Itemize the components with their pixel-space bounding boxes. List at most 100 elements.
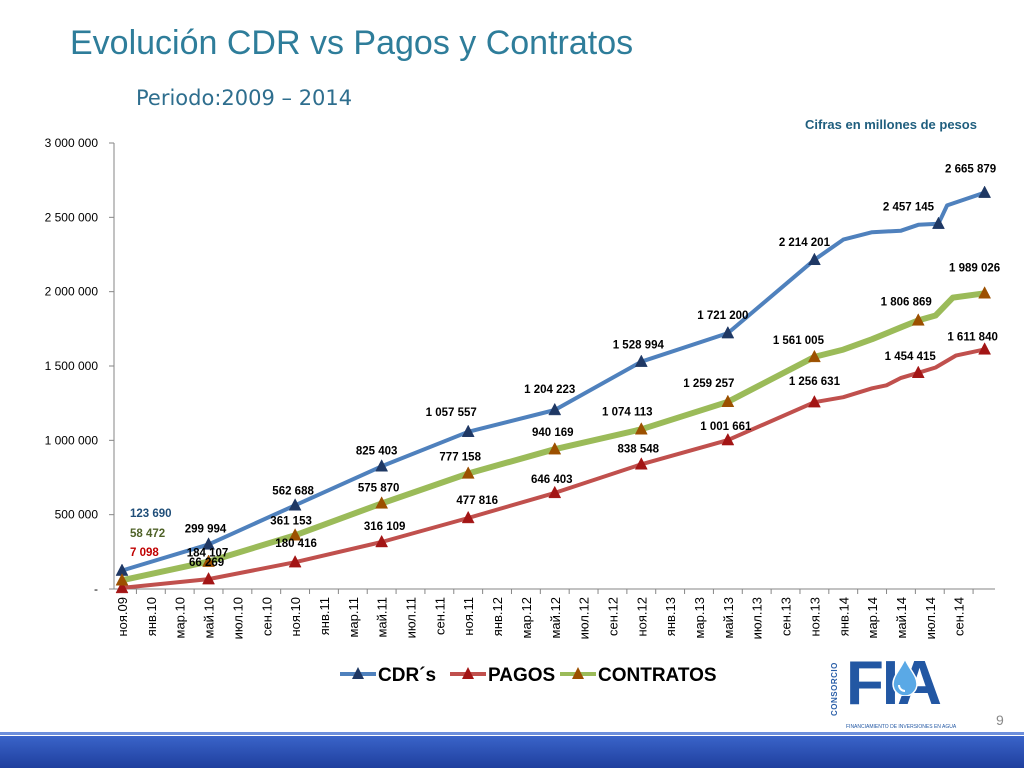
x-tick-label: май.13 — [721, 597, 736, 639]
water-drop-icon — [892, 658, 918, 696]
data-label-cdr: 123 690 — [130, 508, 172, 520]
data-label-contratos: 575 870 — [358, 482, 400, 494]
y-tick-label: - — [94, 582, 98, 596]
data-point-contratos — [721, 394, 735, 407]
data-label-cdr: 2 457 145 — [883, 202, 935, 214]
data-label-pagos: 1 611 840 — [947, 331, 998, 343]
data-label-cdr: 2 665 879 — [945, 164, 996, 176]
data-label-contratos: 777 158 — [439, 451, 481, 463]
data-label-contratos: 940 169 — [532, 427, 574, 439]
x-tick-label: июл.12 — [577, 597, 592, 639]
legend-marker-pagos — [462, 667, 474, 679]
data-point-cdr — [634, 354, 648, 367]
x-tick-label: ноя.12 — [634, 597, 649, 637]
data-point-pagos — [461, 510, 475, 524]
data-point-pagos — [978, 342, 992, 355]
data-label-cdr: 299 994 — [185, 523, 227, 535]
data-point-pagos — [548, 485, 562, 499]
page-title: Evolución CDR vs Pagos y Contratos — [70, 24, 634, 62]
x-tick-label: мар.14 — [865, 597, 880, 638]
legend-label-cdr: CDR´s — [378, 665, 436, 686]
data-label-cdr: 562 688 — [272, 485, 314, 497]
data-label-pagos: 646 403 — [531, 474, 573, 486]
x-tick-label: май.14 — [894, 597, 909, 639]
x-tick-label: янв.10 — [144, 597, 159, 636]
y-tick-label: 2 500 000 — [45, 210, 99, 224]
x-tick-label: янв.14 — [836, 597, 851, 636]
x-tick-label: мар.11 — [346, 597, 361, 638]
data-label-contratos: 1 561 005 — [773, 335, 825, 347]
data-label-cdr: 1 057 557 — [426, 407, 477, 419]
data-point-cdr — [807, 252, 821, 266]
x-tick-label: ноя.13 — [807, 597, 822, 637]
data-point-pagos — [721, 432, 735, 446]
data-label-contratos: 184 107 — [187, 548, 229, 560]
series-line-cdr — [120, 190, 987, 573]
data-label-contratos: 361 153 — [270, 515, 312, 527]
data-label-cdr: 1 204 223 — [524, 384, 575, 396]
x-tick-label: ноя.11 — [461, 597, 476, 636]
data-point-pagos — [288, 555, 302, 568]
data-label-pagos: 7 098 — [130, 547, 159, 559]
data-point-pagos — [375, 534, 389, 548]
data-point-contratos — [807, 349, 821, 363]
x-tick-label: янв.13 — [663, 597, 678, 636]
y-tick-label: 3 000 000 — [45, 136, 99, 150]
y-tick-label: 1 000 000 — [45, 433, 99, 447]
x-tick-label: июл.11 — [404, 597, 419, 638]
data-point-cdr — [978, 185, 992, 198]
data-label-pagos: 66 269 — [189, 557, 224, 569]
period-subtitle: Periodo:2009 – 2014 — [136, 86, 353, 110]
logo-vertical-text: CONSORCIO — [830, 662, 839, 716]
data-point-pagos — [634, 457, 648, 470]
legend-label-contratos: CONTRATOS — [598, 665, 717, 686]
data-label-contratos: 1 806 869 — [881, 296, 932, 308]
legend-marker-contratos — [572, 667, 584, 679]
x-tick-label: ноя.09 — [115, 597, 130, 637]
data-label-pagos: 180 416 — [275, 538, 317, 550]
x-tick-label: сен.14 — [952, 597, 967, 636]
data-point-pagos — [202, 572, 215, 585]
x-tick-label: мар.12 — [519, 597, 534, 638]
x-tick-label: мар.10 — [173, 597, 188, 638]
data-point-contratos — [375, 496, 389, 509]
data-label-contratos: 1 989 026 — [949, 262, 1000, 274]
data-label-pagos: 1 001 661 — [700, 421, 752, 433]
data-label-contratos: 1 259 257 — [683, 378, 734, 390]
legend-label-pagos: PAGOS — [488, 665, 555, 686]
x-tick-label: май.10 — [202, 597, 217, 639]
data-point-contratos — [288, 528, 302, 541]
x-tick-label: сен.12 — [605, 597, 620, 636]
x-tick-label: ноя.10 — [288, 597, 303, 637]
data-point-contratos — [548, 442, 562, 455]
x-tick-label: июл.13 — [750, 597, 765, 639]
y-tick-label: 2 000 000 — [45, 285, 99, 299]
data-point-contratos — [461, 466, 475, 479]
data-point-cdr — [932, 216, 945, 229]
data-label-cdr: 1 721 200 — [697, 310, 748, 322]
data-point-contratos — [911, 313, 925, 326]
x-tick-label: май.12 — [548, 597, 563, 639]
x-tick-label: сен.11 — [432, 597, 447, 635]
data-point-contratos — [978, 286, 992, 299]
x-tick-label: янв.12 — [490, 597, 505, 636]
footer-bar — [0, 736, 1024, 768]
data-label-pagos: 1 454 415 — [885, 351, 937, 363]
data-label-cdr: 825 403 — [356, 445, 398, 457]
legend-item-contratos: CONTRATOS — [560, 665, 717, 686]
x-tick-label: май.11 — [375, 597, 390, 638]
data-label-contratos: 1 074 113 — [602, 406, 653, 418]
data-point-contratos — [634, 422, 648, 435]
data-label-contratos: 58 472 — [130, 528, 165, 540]
fia-logo: CONSORCIO FIA FINANCIAMIENTO DE INVERSIO… — [828, 649, 988, 734]
data-label-cdr: 1 528 994 — [613, 340, 665, 352]
x-tick-label: июл.10 — [230, 597, 245, 639]
data-label-pagos: 477 816 — [456, 495, 498, 507]
legend-marker-cdr — [352, 667, 364, 679]
logo-tagline: FINANCIAMIENTO DE INVERSIONES EN AGUA — [846, 724, 957, 730]
data-label-pagos: 1 256 631 — [789, 376, 841, 388]
data-point-cdr — [202, 537, 215, 550]
legend-item-pagos: PAGOS — [450, 665, 555, 686]
x-tick-label: сен.13 — [779, 597, 794, 636]
data-point-pagos — [807, 395, 821, 408]
